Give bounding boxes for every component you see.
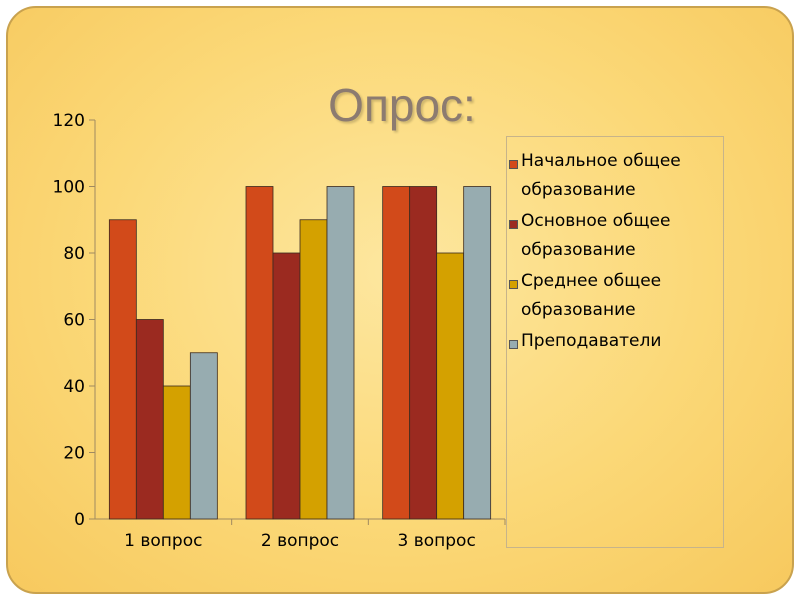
- legend-item: Начальное общее образование: [507, 147, 723, 205]
- bar-4-1: [189, 352, 218, 520]
- legend-swatch: [509, 340, 518, 349]
- y-tick-label: 120: [53, 111, 85, 131]
- bar-3-2: [299, 219, 328, 520]
- legend-item: Основное общее образование: [507, 207, 723, 265]
- y-tick-label: 80: [63, 244, 85, 264]
- x-category-label: 2 вопрос: [261, 531, 339, 551]
- legend-item: Среднее общее образование: [507, 267, 723, 325]
- legend-swatch: [509, 220, 518, 229]
- slide-background: Опрос: 0 20 40 60 80 100 120 1 вопрос 2 вопрос 3 …: [6, 6, 794, 594]
- bar-1-2: [245, 186, 274, 520]
- chart-legend: Начальное общее образование Основное обще…: [506, 136, 724, 548]
- bar-2-3: [409, 186, 438, 520]
- bar-2-1: [135, 319, 164, 520]
- legend-item: Преподаватели: [507, 327, 723, 356]
- x-category-label: 1 вопрос: [124, 531, 202, 551]
- bar-3-3: [436, 252, 465, 520]
- slide-title: Опрос:: [328, 79, 476, 131]
- bar-chart: 0 20 40 60 80 100 120 1 вопрос 2 вопрос 3 вопрос: [53, 111, 506, 551]
- bar-4-3: [463, 186, 492, 520]
- bar-2-2: [272, 252, 301, 520]
- y-tick-label: 60: [63, 311, 85, 331]
- bar-1-3: [382, 186, 411, 520]
- legend-label: Начальное общее образование: [521, 151, 681, 200]
- legend-swatch: [509, 160, 518, 169]
- legend-label: Среднее общее образование: [521, 271, 662, 320]
- legend-label: Основное общее образование: [521, 211, 671, 260]
- y-tick-label: 40: [63, 377, 85, 397]
- y-tick-label: 20: [63, 444, 85, 464]
- legend-swatch: [509, 280, 518, 289]
- x-category-label: 3 вопрос: [398, 531, 476, 551]
- legend-label: Преподаватели: [521, 331, 662, 351]
- bar-4-2: [326, 186, 355, 520]
- bar-3-1: [162, 385, 191, 520]
- y-tick-label: 100: [53, 178, 85, 198]
- y-tick-label: 0: [74, 510, 85, 530]
- bar-1-1: [108, 219, 137, 520]
